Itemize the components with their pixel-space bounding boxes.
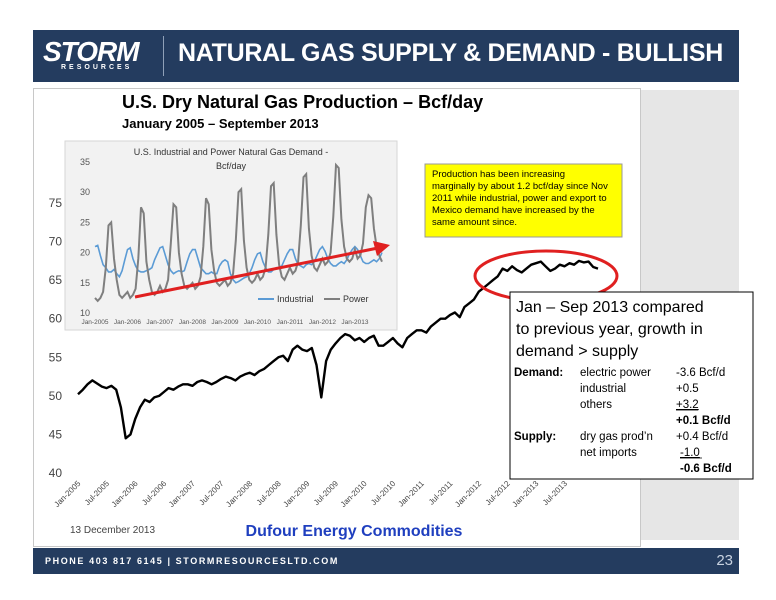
main-y-tick-label: 45 bbox=[49, 427, 63, 441]
power-series-line bbox=[94, 162, 383, 303]
electric-power-label: electric power bbox=[580, 367, 651, 379]
comparison-callout: Jan – Sep 2013 compared to previous year… bbox=[509, 291, 754, 480]
footer-contact: PHONE 403 817 6145 | STORMRESOURCESLTD.C… bbox=[45, 556, 339, 566]
inset-x-tick-label: Jan-2006 bbox=[114, 319, 141, 326]
main-y-tick-label: 60 bbox=[49, 312, 63, 326]
demand-label: Demand: bbox=[514, 367, 563, 379]
annotation-text: Production has been increasing marginall… bbox=[432, 169, 610, 228]
page-number: 23 bbox=[716, 552, 733, 569]
inset-x-tick-label: Jan-2011 bbox=[277, 319, 304, 326]
others-label: others bbox=[580, 399, 612, 411]
dry-gas-label: dry gas prod’n bbox=[580, 431, 653, 443]
main-y-tick-label: 55 bbox=[49, 350, 63, 364]
electric-power-value: -3.6 Bcf/d bbox=[676, 367, 725, 379]
main-x-tick-label: Jan-2011 bbox=[396, 479, 426, 509]
main-y-tick-label: 65 bbox=[49, 273, 63, 287]
inset-y-tick-label: 35 bbox=[80, 157, 90, 167]
inset-x-tick-label: Jan-2007 bbox=[146, 319, 173, 326]
storm-logo: STORM bbox=[43, 36, 140, 67]
callout-heading: Jan – Sep 2013 compared to previous year… bbox=[516, 299, 708, 360]
inset-x-tick-label: Jan-2009 bbox=[211, 319, 238, 326]
inset-y-tick-label: 25 bbox=[80, 217, 90, 227]
dry-gas-value: +0.4 Bcf/d bbox=[676, 431, 728, 443]
inset-y-axis: 10 15 20 25 30 35 bbox=[80, 157, 90, 318]
main-x-tick-label: Jul-2005 bbox=[83, 479, 111, 507]
inset-y-tick-label: 30 bbox=[80, 187, 90, 197]
slide-title: NATURAL GAS SUPPLY & DEMAND - BULLISH bbox=[178, 39, 723, 67]
main-y-tick-label: 70 bbox=[49, 235, 63, 249]
storm-logo-subtitle: RESOURCES bbox=[61, 64, 133, 71]
inset-x-tick-label: Jan-2012 bbox=[309, 319, 336, 326]
header-divider bbox=[163, 36, 164, 76]
trend-arrowhead-icon bbox=[373, 241, 390, 256]
production-series-line bbox=[77, 259, 599, 440]
main-x-tick-label: Jul-2006 bbox=[140, 479, 168, 507]
demand-total: +0.1 Bcf/d bbox=[676, 415, 731, 427]
annotation-box bbox=[424, 163, 623, 238]
main-x-tick-label: Jul-2009 bbox=[312, 479, 340, 507]
legend-power-label: Power bbox=[343, 294, 369, 304]
industrial-series-line bbox=[94, 244, 383, 284]
source-date: 13 December 2013 bbox=[70, 525, 155, 536]
main-x-tick-label: Jul-2013 bbox=[541, 479, 569, 507]
main-y-tick-label: 75 bbox=[49, 196, 63, 210]
inset-y-tick-label: 20 bbox=[80, 248, 90, 258]
main-x-tick-label: Jan-2005 bbox=[52, 479, 82, 509]
inset-x-tick-label: Jan-2013 bbox=[341, 319, 368, 326]
main-x-tick-label: Jul-2012 bbox=[484, 479, 512, 507]
inset-x-tick-label: Jan-2010 bbox=[244, 319, 271, 326]
net-imports-value: -1.0 bbox=[680, 447, 700, 459]
inset-legend: Industrial Power bbox=[258, 294, 369, 304]
slide-footer: PHONE 403 817 6145 | STORMRESOURCESLTD.C… bbox=[33, 548, 739, 574]
chart-title: U.S. Dry Natural Gas Production – Bcf/da… bbox=[122, 92, 483, 112]
main-y-axis: 40 45 50 55 60 65 70 75 bbox=[49, 196, 63, 480]
inset-title-line1: U.S. Industrial and Power Natural Gas De… bbox=[134, 147, 329, 157]
main-x-tick-label: Jan-2013 bbox=[510, 479, 540, 509]
supply-label: Supply: bbox=[514, 431, 556, 443]
main-x-tick-label: Jan-2012 bbox=[453, 479, 483, 509]
main-x-tick-label: Jan-2007 bbox=[167, 479, 197, 509]
main-y-tick-label: 40 bbox=[49, 466, 63, 480]
trend-arrow bbox=[134, 246, 379, 299]
comparison-callout-box bbox=[509, 291, 754, 480]
source-name: Dufour Energy Commodities bbox=[246, 523, 463, 540]
main-x-tick-label: Jan-2009 bbox=[281, 479, 311, 509]
main-x-tick-label: Jan-2010 bbox=[339, 479, 369, 509]
inset-y-tick-label: 15 bbox=[80, 278, 90, 288]
inset-title-line2: Bcf/day bbox=[216, 161, 247, 171]
inset-chart-background bbox=[64, 140, 398, 331]
inset-x-axis: Jan-2005 Jan-2006 Jan-2007 Jan-2008 Jan-2009… bbox=[81, 319, 368, 326]
main-x-tick-label: Jan-2008 bbox=[224, 479, 254, 509]
main-x-tick-label: Jul-2010 bbox=[369, 479, 397, 507]
net-imports-label: net imports bbox=[580, 447, 637, 459]
industrial-label: industrial bbox=[580, 383, 626, 395]
others-value: +3.2 bbox=[676, 399, 699, 411]
legend-industrial-label: Industrial bbox=[277, 294, 314, 304]
main-x-tick-label: Jul-2007 bbox=[197, 479, 225, 507]
industrial-value: +0.5 bbox=[676, 383, 699, 395]
main-x-tick-label: Jan-2006 bbox=[110, 479, 140, 509]
main-x-tick-label: Jul-2011 bbox=[427, 479, 455, 507]
inset-x-tick-label: Jan-2005 bbox=[81, 319, 108, 326]
chart-subtitle: January 2005 – September 2013 bbox=[122, 116, 319, 131]
slide-header: STORM RESOURCES NATURAL GAS SUPPLY & DEM… bbox=[33, 30, 739, 82]
main-x-tick-label: Jul-2008 bbox=[255, 479, 283, 507]
supply-total: -0.6 Bcf/d bbox=[680, 463, 732, 475]
inset-y-tick-label: 10 bbox=[80, 308, 90, 318]
main-y-tick-label: 50 bbox=[49, 389, 63, 403]
inset-x-tick-label: Jan-2008 bbox=[179, 319, 206, 326]
